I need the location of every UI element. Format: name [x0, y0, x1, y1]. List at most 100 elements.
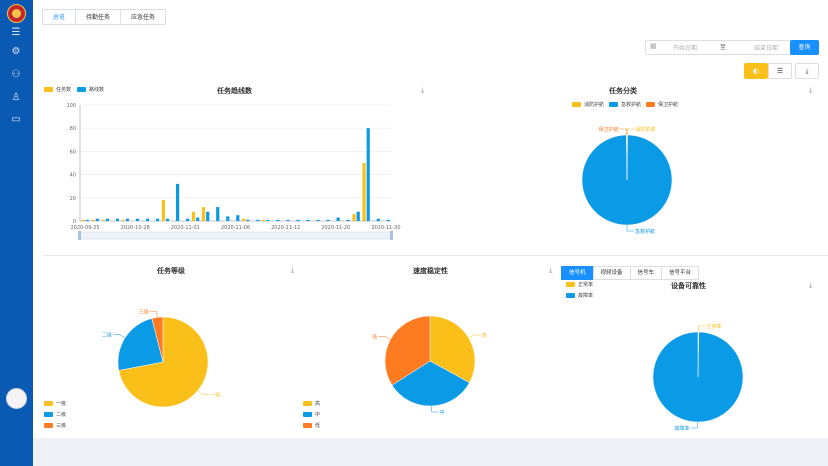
download-icon[interactable]: ⤓: [421, 86, 425, 94]
download-icon[interactable]: ⤓: [809, 86, 813, 94]
label-line: [698, 325, 706, 333]
bar: [296, 219, 300, 221]
x-tick-label: 2020-11-06: [221, 225, 250, 231]
bar: [242, 218, 246, 221]
x-tick-label: 2020-09-25: [70, 225, 99, 231]
tab-pending[interactable]: 待勤任务: [75, 9, 122, 25]
chart-view-button[interactable]: ◐: [744, 63, 768, 79]
bar: [196, 217, 200, 221]
bar: [256, 219, 260, 221]
query-button[interactable]: 查询: [790, 40, 819, 55]
legend-swatch: [303, 401, 312, 406]
bar: [191, 211, 196, 221]
speed-legend: 高 中 低: [303, 398, 320, 431]
legend-label: 急救护航: [621, 102, 642, 108]
bar: [201, 207, 206, 221]
tab-overview[interactable]: 总览: [42, 9, 77, 25]
download-icon[interactable]: ⤓: [549, 266, 553, 274]
list-view-button[interactable]: ☰: [768, 63, 792, 79]
label-line: [431, 405, 439, 413]
pie-slice: [151, 316, 164, 363]
slice-label: 急救护航: [635, 228, 655, 235]
label-line: [690, 421, 698, 429]
bar: [161, 200, 165, 221]
bar: [306, 219, 310, 221]
category-chart-title: 任务分类: [609, 87, 637, 95]
legend-swatch: [303, 423, 312, 428]
slice-label: 故障率: [675, 425, 690, 432]
tab-signal-machine[interactable]: 信号机: [561, 266, 594, 280]
bar: [326, 219, 330, 221]
legend-swatch: [646, 102, 656, 107]
legend-swatch: [44, 401, 53, 406]
label-line: [197, 390, 210, 395]
bar: [316, 219, 320, 221]
slice-label: 消防护航: [635, 126, 655, 133]
bar: [226, 216, 230, 221]
pie-slice: [652, 331, 744, 423]
download-icon[interactable]: ⤓: [809, 281, 813, 289]
bar: [386, 219, 390, 221]
user-icon[interactable]: ♙: [11, 92, 21, 103]
menu-icon[interactable]: ☰: [11, 27, 21, 38]
start-date-input[interactable]: 开始日期: [673, 45, 698, 52]
bar: [135, 218, 140, 221]
download-icon: ⤓: [805, 67, 809, 75]
zoom-slider: [79, 231, 392, 240]
download-icon[interactable]: ⤓: [291, 266, 295, 274]
avatar[interactable]: [6, 388, 27, 409]
pie-slice: [118, 316, 209, 408]
end-date-input[interactable]: 结束日期: [754, 45, 779, 52]
x-tick-label: 2020-11-01: [171, 225, 200, 231]
legend-swatch: [44, 412, 53, 417]
bar: [366, 128, 370, 221]
tab-video-device[interactable]: 视频设备: [592, 266, 631, 280]
legend-swatch: [303, 412, 312, 417]
tab-signal-platform[interactable]: 信号平台: [661, 266, 700, 280]
pie-slice: [391, 360, 470, 407]
legend-label: 路线数: [89, 87, 105, 93]
slice-label: 三级: [139, 308, 149, 315]
bar: [91, 219, 95, 221]
bar: [352, 214, 356, 221]
gear-icon[interactable]: ⚙: [11, 46, 21, 57]
calendar-icon: ▦: [650, 42, 657, 50]
bar: [105, 218, 109, 221]
trend-legend: 任务数 路线数: [44, 86, 104, 93]
level-legend: 一级 二级 三级: [44, 398, 66, 431]
export-button[interactable]: ⤓: [795, 63, 819, 79]
list-icon: ☰: [776, 67, 784, 75]
legend-label: 故障率: [578, 293, 594, 299]
level-pie-chart: 一级 二级 三级: [102, 308, 220, 408]
date-separator: 至: [720, 44, 727, 51]
pie-slice: [429, 315, 476, 384]
bar: [246, 219, 250, 221]
bar: [336, 217, 340, 221]
bar: [206, 211, 210, 221]
speed-chart-title: 速度稳定性: [413, 267, 448, 275]
people-icon[interactable]: ⚇: [11, 69, 21, 80]
top-tabs: 总览 待勤任务 应急任务: [42, 9, 167, 25]
label-line: [149, 311, 158, 318]
y-tick-label: 80: [70, 126, 76, 132]
message-icon[interactable]: ▭: [11, 114, 21, 125]
logo: [7, 4, 26, 23]
main-panel: 总览 待勤任务 应急任务 ▦ 开始日期 至 结束日期 查询 ◐ ☰ ⤓ 任务数 …: [33, 0, 828, 438]
bar: [346, 219, 350, 221]
trend-chart-title: 任务趋线数: [217, 87, 252, 95]
label-line: [626, 225, 634, 232]
bar: [276, 219, 280, 221]
bar: [266, 219, 270, 221]
label-line: [112, 334, 126, 339]
tab-signal-car[interactable]: 信号车: [629, 266, 663, 280]
tab-emergency[interactable]: 应急任务: [120, 9, 167, 25]
y-tick-label: 60: [70, 149, 76, 155]
trend-bar-chart: 0 20 40 60 80 100 2020-09-25 2020-10-28 2020-11-…: [66, 103, 401, 240]
legend-swatch: [609, 102, 619, 107]
slice-label: 高: [482, 332, 487, 339]
legend-label: 消防护航: [584, 102, 605, 108]
slice-label: 一级: [210, 392, 220, 399]
bar: [216, 207, 220, 221]
bar: [262, 219, 266, 221]
